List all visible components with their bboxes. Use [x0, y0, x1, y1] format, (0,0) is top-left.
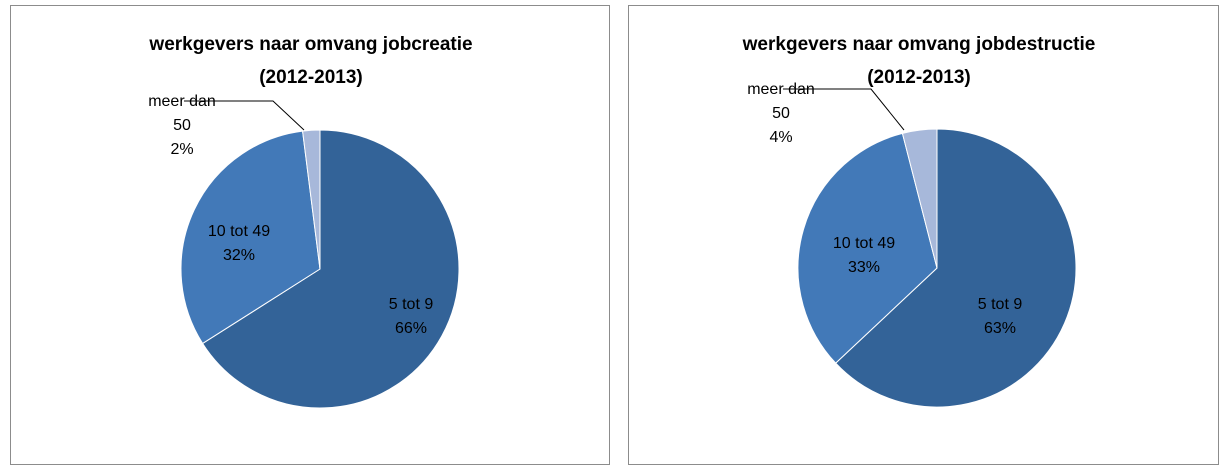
leader-line-meer-dan-50	[184, 100, 305, 131]
chart-panel-jobcreatie: werkgevers naar omvang jobcreatie (2012-2…	[10, 5, 610, 465]
data-label-10-tot-49: 10 tot 49 33%	[833, 235, 895, 276]
pie-slice-meer-dan-50	[901, 128, 938, 269]
pie-slice-5-tot-9	[201, 129, 460, 409]
data-label-10-tot-49: 10 tot 49 32%	[208, 223, 270, 264]
pie-chart-jobcreatie: werkgevers naar omvang jobcreatie (2012-2…	[148, 34, 473, 409]
data-label-5-tot-9: 5 tot 9 66%	[389, 296, 434, 337]
pie-slice-10-tot-49	[797, 132, 938, 364]
chart-title-line-2: (2012-2013)	[259, 67, 363, 88]
chart-title-line-1: werkgevers naar omvang jobdestructie	[742, 34, 1096, 55]
pie-slice-5-tot-9	[834, 128, 1077, 408]
data-label-meer-dan-50: meer dan 50 2%	[148, 93, 216, 158]
chart-title-line-2: (2012-2013)	[867, 67, 971, 88]
data-label-5-tot-9: 5 tot 9 63%	[978, 296, 1023, 337]
pie-chart-jobdestructie: werkgevers naar omvang jobdestructie (201…	[742, 34, 1096, 408]
pie-slice-10-tot-49	[180, 130, 321, 345]
data-label-meer-dan-50: meer dan 50 4%	[747, 81, 815, 146]
pie-slice-meer-dan-50	[302, 129, 321, 270]
chart-title-line-1: werkgevers naar omvang jobcreatie	[148, 34, 472, 55]
leader-line-meer-dan-50	[783, 88, 905, 131]
chart-panel-jobdestructie: werkgevers naar omvang jobdestructie (201…	[628, 5, 1219, 465]
